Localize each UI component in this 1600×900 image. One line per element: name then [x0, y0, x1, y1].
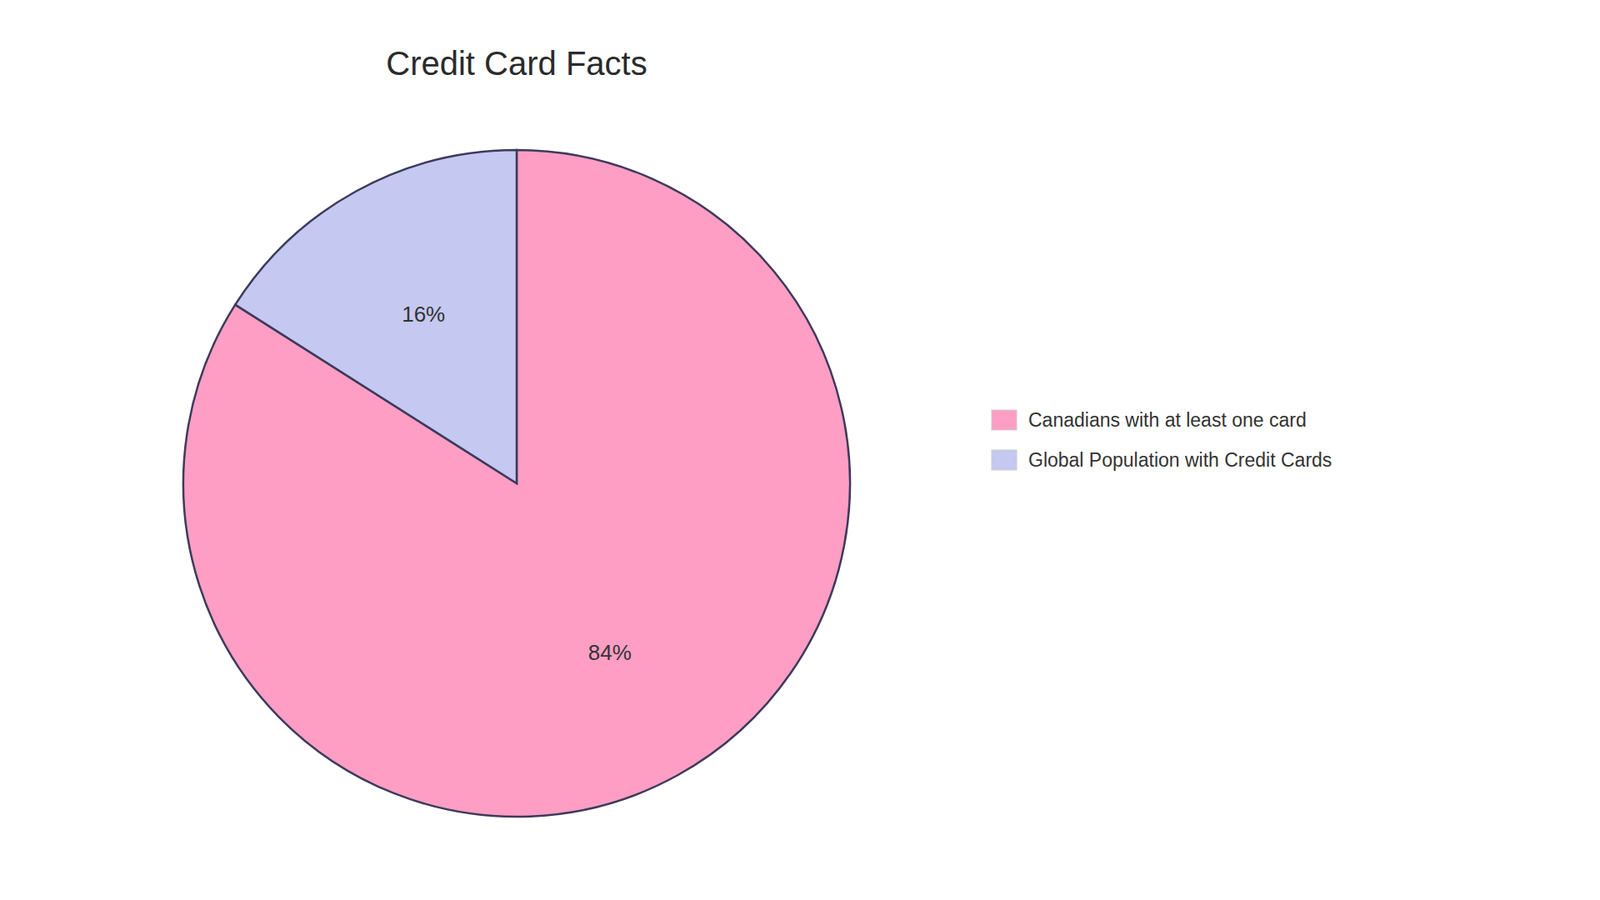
chart-svg: Credit Card Facts 84% 16% Canadians with at…	[0, 0, 1600, 900]
chart-title: Credit Card Facts	[385, 45, 647, 82]
legend-swatch	[991, 410, 1017, 430]
legend-label: Global Population with Credit Cards	[1028, 449, 1332, 471]
data-label: 84%	[588, 640, 632, 665]
data-label: 16%	[401, 301, 445, 327]
pie-slice	[235, 150, 517, 484]
chart-container: Credit Card Facts 84% 16% Canadians with at…	[0, 0, 1600, 900]
data-labels: 84% 16%	[401, 301, 632, 666]
legend: Canadians with at least one card Global P…	[991, 409, 1332, 471]
slices	[183, 150, 850, 817]
legend-label: Canadians with at least one card	[1028, 409, 1307, 431]
pie-slice	[183, 150, 850, 817]
legend-swatch	[991, 450, 1017, 470]
